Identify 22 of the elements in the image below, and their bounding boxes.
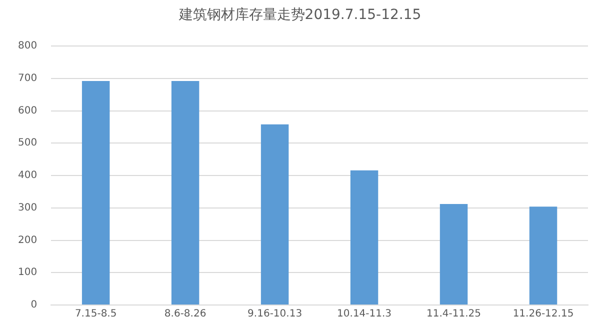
y-tick-label: 100: [18, 267, 38, 278]
y-tick-label: 0: [30, 300, 38, 311]
y-tick-label: 800: [18, 40, 38, 52]
x-tick-label: 7.15-8.5: [74, 308, 117, 320]
y-tick-label: 400: [18, 170, 38, 182]
bar: [82, 80, 110, 304]
x-tick-label: 11.26-12.15: [512, 308, 574, 320]
chart-title: 建筑钢材库存量走势2019.7.15-12.15: [178, 6, 422, 25]
y-tick-label: 300: [18, 202, 38, 214]
x-tick-label: 10.14-11.3: [337, 308, 392, 320]
bar: [350, 170, 378, 304]
y-tick-label: 200: [18, 234, 38, 246]
x-tick-label: 8.6-8.26: [164, 308, 206, 320]
y-tick-label: 700: [18, 72, 38, 84]
y-tick-label: 500: [18, 138, 38, 149]
bar: [440, 204, 468, 304]
bar: [529, 206, 558, 304]
bar: [171, 80, 200, 304]
y-tick-label: 600: [18, 105, 38, 116]
x-tick-label: 11.4-11.25: [426, 308, 482, 320]
x-tick-label: 9.16-10.13: [248, 308, 302, 320]
bar: [260, 124, 289, 304]
